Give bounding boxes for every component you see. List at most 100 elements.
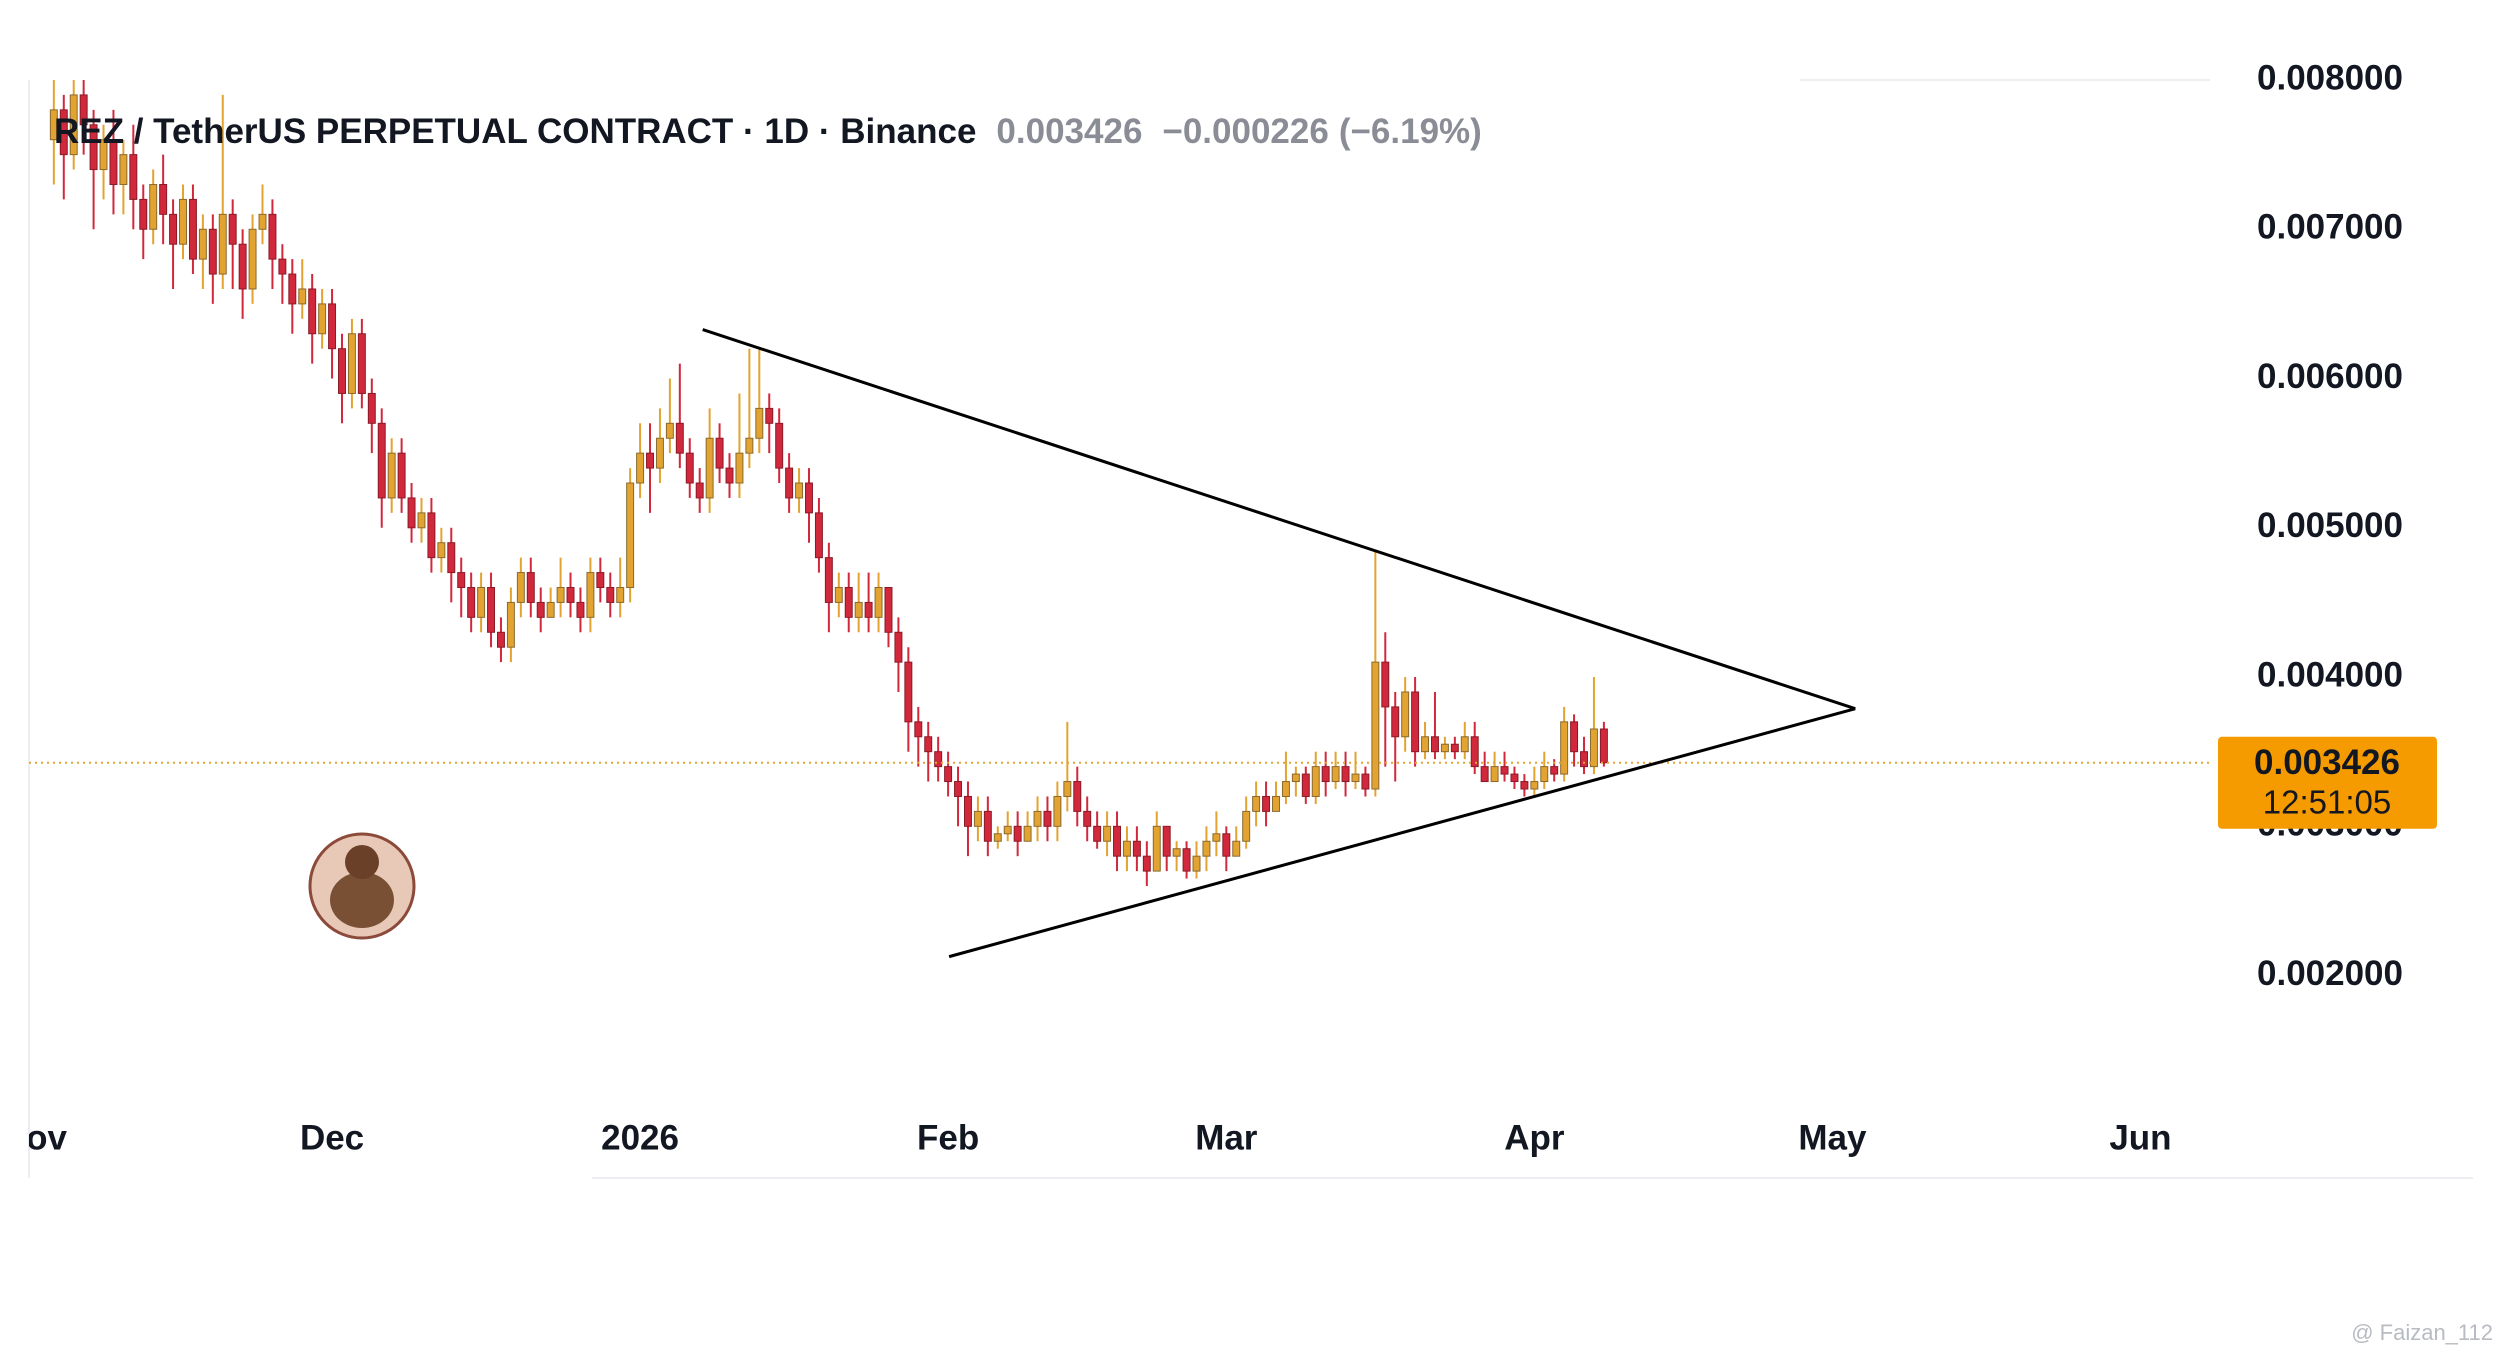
candle-body (854, 601, 863, 618)
candle-body (735, 452, 744, 484)
candle-body (1202, 840, 1211, 857)
trendline (948, 707, 1856, 959)
candle-body (1281, 781, 1290, 797)
candle-body (1490, 766, 1499, 783)
candle-body (139, 198, 148, 230)
candle-body (69, 94, 78, 156)
candle-body (1232, 840, 1241, 857)
candle-body (775, 422, 784, 469)
candle-body (1599, 728, 1608, 764)
candle-body (1321, 766, 1330, 783)
candle-body (993, 833, 1002, 842)
candle-body (1053, 795, 1062, 827)
candle-body (566, 587, 575, 603)
candle-body (785, 467, 794, 499)
candle-body (79, 94, 88, 126)
header-change-pct: (−6.19%) (1339, 112, 1482, 151)
candle-body (1242, 810, 1251, 842)
y-tick-label: 0.005000 (2257, 506, 2403, 545)
candle-body (1430, 736, 1439, 753)
candle-body (129, 154, 138, 200)
candle-body (954, 781, 963, 797)
candle-body (556, 587, 565, 603)
candle-body (1073, 781, 1082, 812)
candle-body (1291, 773, 1300, 783)
candle-body (755, 407, 764, 439)
candle-body (467, 587, 476, 618)
candle-body (546, 601, 555, 618)
candle-body (218, 213, 227, 275)
x-tick-label: Apr (1504, 1118, 1565, 1157)
candle-body (278, 258, 287, 275)
candle-body (606, 587, 615, 603)
candle-body (874, 587, 883, 618)
candle-body (417, 512, 426, 529)
header-change: −0.000226 (1162, 112, 1328, 151)
watermark: @ Faizan_112 (2351, 1320, 2493, 1345)
candle-body (914, 721, 923, 738)
candle-body (1500, 766, 1509, 775)
candle-body (576, 601, 585, 618)
candle-body (1421, 736, 1430, 753)
candle-body (457, 572, 466, 589)
avatar (308, 832, 416, 940)
candle-body (834, 587, 843, 603)
candle-body (1272, 795, 1280, 812)
trendline (702, 328, 1856, 711)
candle-body (983, 810, 992, 842)
candle-body (49, 109, 58, 141)
x-axis: Nov Dec 2026 Feb Mar Apr May Jun (1, 1100, 2172, 1157)
candle-body (228, 213, 237, 245)
candle-body (1301, 773, 1310, 797)
candle-body (1043, 810, 1052, 827)
candle-body (119, 154, 128, 185)
candle-body (894, 631, 903, 663)
candle-body (516, 572, 525, 603)
candle-body (665, 422, 674, 439)
candle-body (99, 139, 108, 171)
candle-body (1023, 825, 1032, 842)
candle-body (795, 482, 804, 499)
candle-body (1460, 736, 1469, 753)
candle-body (447, 542, 456, 574)
candle-body (1212, 833, 1221, 842)
candle-body (725, 467, 734, 484)
chart-title: REZ / TetherUS PERPETUAL CONTRACT · 1D ·… (54, 112, 976, 151)
price-tag-countdown: 12:51:05 (2263, 783, 2391, 820)
header-price: 0.003426 (996, 112, 1142, 151)
candle-body (1093, 825, 1102, 842)
candle-body (695, 482, 704, 499)
candle-body (89, 124, 98, 171)
price-tag-box (2218, 736, 2437, 829)
candle-body (705, 437, 714, 499)
candle-body (944, 766, 953, 783)
y-tick-label: 0.002000 (2257, 954, 2403, 993)
x-tick-label: Nov (1, 1118, 68, 1157)
candle-body (973, 810, 982, 827)
candle-body (308, 288, 317, 335)
candle-body (347, 333, 356, 394)
candle-body (1063, 781, 1072, 797)
candle-body (596, 572, 605, 589)
candle-body (715, 437, 724, 469)
candle-body (586, 572, 595, 618)
candle-body (238, 243, 247, 290)
x-tick-label: Dec (300, 1118, 364, 1157)
candle-body (1530, 781, 1539, 790)
candle-body (169, 213, 178, 245)
candle-body (1361, 773, 1370, 790)
candle-body (397, 452, 406, 499)
candle-body (288, 273, 297, 305)
candle-body (387, 452, 396, 499)
price-tag-value: 0.003426 (2254, 743, 2400, 782)
candle-body (814, 512, 823, 559)
candle-body (208, 228, 217, 275)
candle-body (1033, 810, 1042, 827)
candle-body (1341, 766, 1350, 783)
candle-body (626, 482, 635, 588)
y-tick-label: 0.006000 (2257, 357, 2403, 396)
x-tick-label: 2026 (601, 1118, 679, 1157)
candle-body (1401, 691, 1410, 738)
